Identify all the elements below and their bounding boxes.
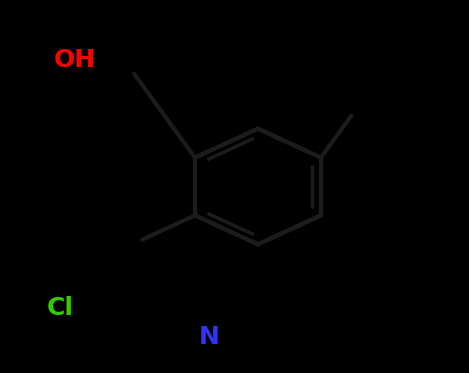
Text: OH: OH <box>54 48 96 72</box>
Text: Cl: Cl <box>47 296 74 320</box>
Text: N: N <box>198 325 219 348</box>
